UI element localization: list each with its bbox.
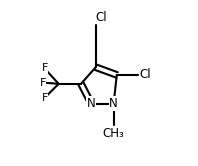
Text: F: F xyxy=(39,78,46,87)
Text: Cl: Cl xyxy=(139,68,151,81)
Text: F: F xyxy=(41,63,48,74)
Text: Cl: Cl xyxy=(95,11,107,24)
Text: N: N xyxy=(109,97,118,110)
Text: N: N xyxy=(87,97,96,110)
Text: F: F xyxy=(41,93,48,103)
Text: CH₃: CH₃ xyxy=(103,127,125,140)
